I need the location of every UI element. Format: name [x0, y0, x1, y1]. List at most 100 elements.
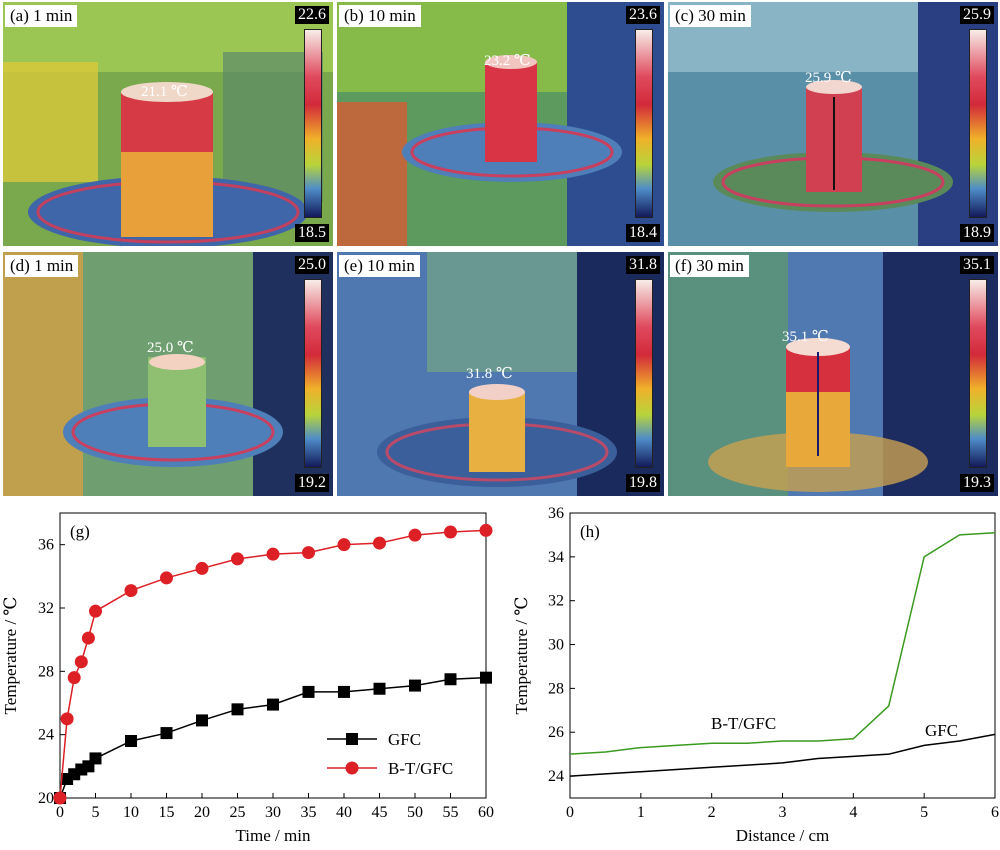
- x-tick-label: 20: [194, 804, 210, 821]
- data-point-gfc: [302, 685, 315, 698]
- x-tick-label: 4: [849, 804, 857, 821]
- thermal-panel-e: (e) 10 min 31.8 19.8 31.8 ℃: [337, 252, 664, 496]
- data-point-gfc: [373, 682, 386, 695]
- scale-max-d: 25.0: [295, 256, 329, 274]
- x-tick-label: 5: [920, 804, 928, 821]
- y-tick-label: 32: [38, 600, 54, 617]
- scale-max-e: 31.8: [626, 256, 660, 274]
- data-point-bt-gfc: [81, 631, 95, 645]
- thermal-image-f: [668, 252, 998, 496]
- panel-label-b: (b) 10 min: [339, 5, 421, 27]
- spot-temp-a: 21.1 ℃: [141, 84, 188, 100]
- data-point-gfc: [480, 671, 492, 684]
- colorbar-b: [635, 29, 653, 218]
- y-tick-label: 20: [38, 790, 54, 807]
- scale-min-b: 18.4: [626, 224, 660, 242]
- data-point-gfc: [409, 679, 421, 692]
- data-point-gfc: [267, 698, 279, 711]
- data-point-gfc: [196, 714, 208, 727]
- scale-min-e: 19.8: [626, 474, 660, 492]
- series-label-bt-gfc: B-T/GFC: [711, 714, 776, 733]
- data-point-bt-gfc: [195, 561, 209, 575]
- x-tick-label: 3: [779, 804, 787, 821]
- x-tick-label: 25: [230, 804, 246, 821]
- data-point-bt-gfc: [67, 671, 81, 685]
- y-tick-label: 26: [548, 724, 564, 741]
- scale-max-f: 35.1: [960, 256, 994, 274]
- x-tick-label: 10: [123, 804, 139, 821]
- x-tick-label: 6: [991, 804, 999, 821]
- x-tick-label: 35: [301, 804, 317, 821]
- x-tick-label: 30: [265, 804, 281, 821]
- panel-label-c: (c) 30 min: [670, 5, 751, 27]
- thermal-panel-a: (a) 1 min 22.6 18.5 21.1 ℃: [3, 2, 333, 246]
- panel-label-e: (e) 10 min: [339, 255, 420, 277]
- x-tick-label: 45: [372, 804, 388, 821]
- y-tick-label: 24: [548, 768, 564, 785]
- x-tick-label: 15: [159, 804, 175, 821]
- data-point-bt-gfc: [373, 536, 386, 550]
- thermal-image-a: [3, 2, 333, 246]
- y-axis-label: Temperature / ℃: [512, 597, 531, 715]
- thermal-image-b: [337, 2, 664, 246]
- legend-marker-bt-gfc: [345, 761, 359, 775]
- chart-g: 0 5 10 15 20 25 30 35 40 45 50 55 60 20 24 28 32 36 Time /…: [1, 512, 494, 845]
- x-tick-label: 55: [443, 804, 459, 821]
- series-line-b-t-gfc: [59, 529, 487, 799]
- thermal-panel-b: (b) 10 min 23.6 18.4 23.2 ℃: [337, 2, 664, 246]
- x-tick-label: 60: [478, 804, 494, 821]
- scale-min-c: 18.9: [960, 224, 994, 242]
- y-tick-label: 34: [548, 549, 564, 566]
- plot-frame: [569, 512, 996, 799]
- series-line-b-t-gfc: [569, 531, 996, 755]
- data-point-gfc: [444, 673, 457, 686]
- panel-label-f: (f) 30 min: [670, 255, 749, 277]
- scale-min-d: 19.2: [295, 474, 329, 492]
- data-point-bt-gfc: [74, 655, 88, 669]
- thermal-panel-c: (c) 30 min 25.9 18.9 25.9 ℃: [668, 2, 998, 246]
- y-tick-label: 36: [548, 505, 564, 522]
- series-label-gfc: GFC: [925, 721, 958, 740]
- x-tick-label: 2: [708, 804, 716, 821]
- x-tick-label: 0: [56, 804, 64, 821]
- data-point-bt-gfc: [408, 528, 422, 542]
- series-line-gfc: [569, 733, 996, 777]
- x-tick-label: 0: [566, 804, 574, 821]
- x-axis-label: Distance / cm: [736, 826, 829, 845]
- chart-panel-label: (g): [70, 522, 90, 541]
- series-line-gfc: [59, 676, 487, 799]
- data-point-bt-gfc: [160, 571, 173, 585]
- legend-label: B-T/GFC: [388, 759, 453, 778]
- y-tick-label: 24: [38, 727, 54, 744]
- colorbar-a: [304, 29, 322, 218]
- spot-temp-d: 25.0 ℃: [147, 340, 194, 356]
- data-point-gfc: [89, 752, 102, 765]
- panel-label-a: (a) 1 min: [5, 5, 78, 27]
- legend-marker-gfc: [346, 733, 358, 745]
- data-point-gfc: [338, 685, 350, 698]
- data-point-bt-gfc: [53, 791, 67, 805]
- data-point-bt-gfc: [124, 584, 138, 598]
- scale-max-c: 25.9: [960, 6, 994, 24]
- thermal-panel-d: (d) 1 min 25.0 19.2 25.0 ℃: [3, 252, 333, 496]
- y-tick-label: 32: [548, 593, 564, 610]
- data-point-bt-gfc: [266, 547, 280, 561]
- spot-temp-b: 23.2 ℃: [484, 53, 531, 69]
- data-point-bt-gfc: [479, 523, 493, 537]
- spot-temp-e: 31.8 ℃: [466, 366, 513, 382]
- x-tick-label: 40: [336, 804, 352, 821]
- y-axis-label: Temperature / ℃: [1, 597, 20, 715]
- spot-temp-f: 35.1 ℃: [782, 329, 829, 345]
- thermal-image-c: [668, 2, 998, 246]
- data-point-bt-gfc: [302, 546, 315, 560]
- data-point-bt-gfc: [444, 525, 457, 539]
- data-point-bt-gfc: [337, 538, 351, 552]
- thermal-image-d: [3, 252, 333, 496]
- colorbar-d: [304, 279, 322, 468]
- chart-panel-label: (h): [580, 522, 600, 541]
- data-point-bt-gfc: [89, 604, 102, 618]
- colorbar-f: [969, 279, 987, 468]
- y-tick-label: 28: [548, 680, 564, 697]
- panel-label-d: (d) 1 min: [5, 255, 79, 277]
